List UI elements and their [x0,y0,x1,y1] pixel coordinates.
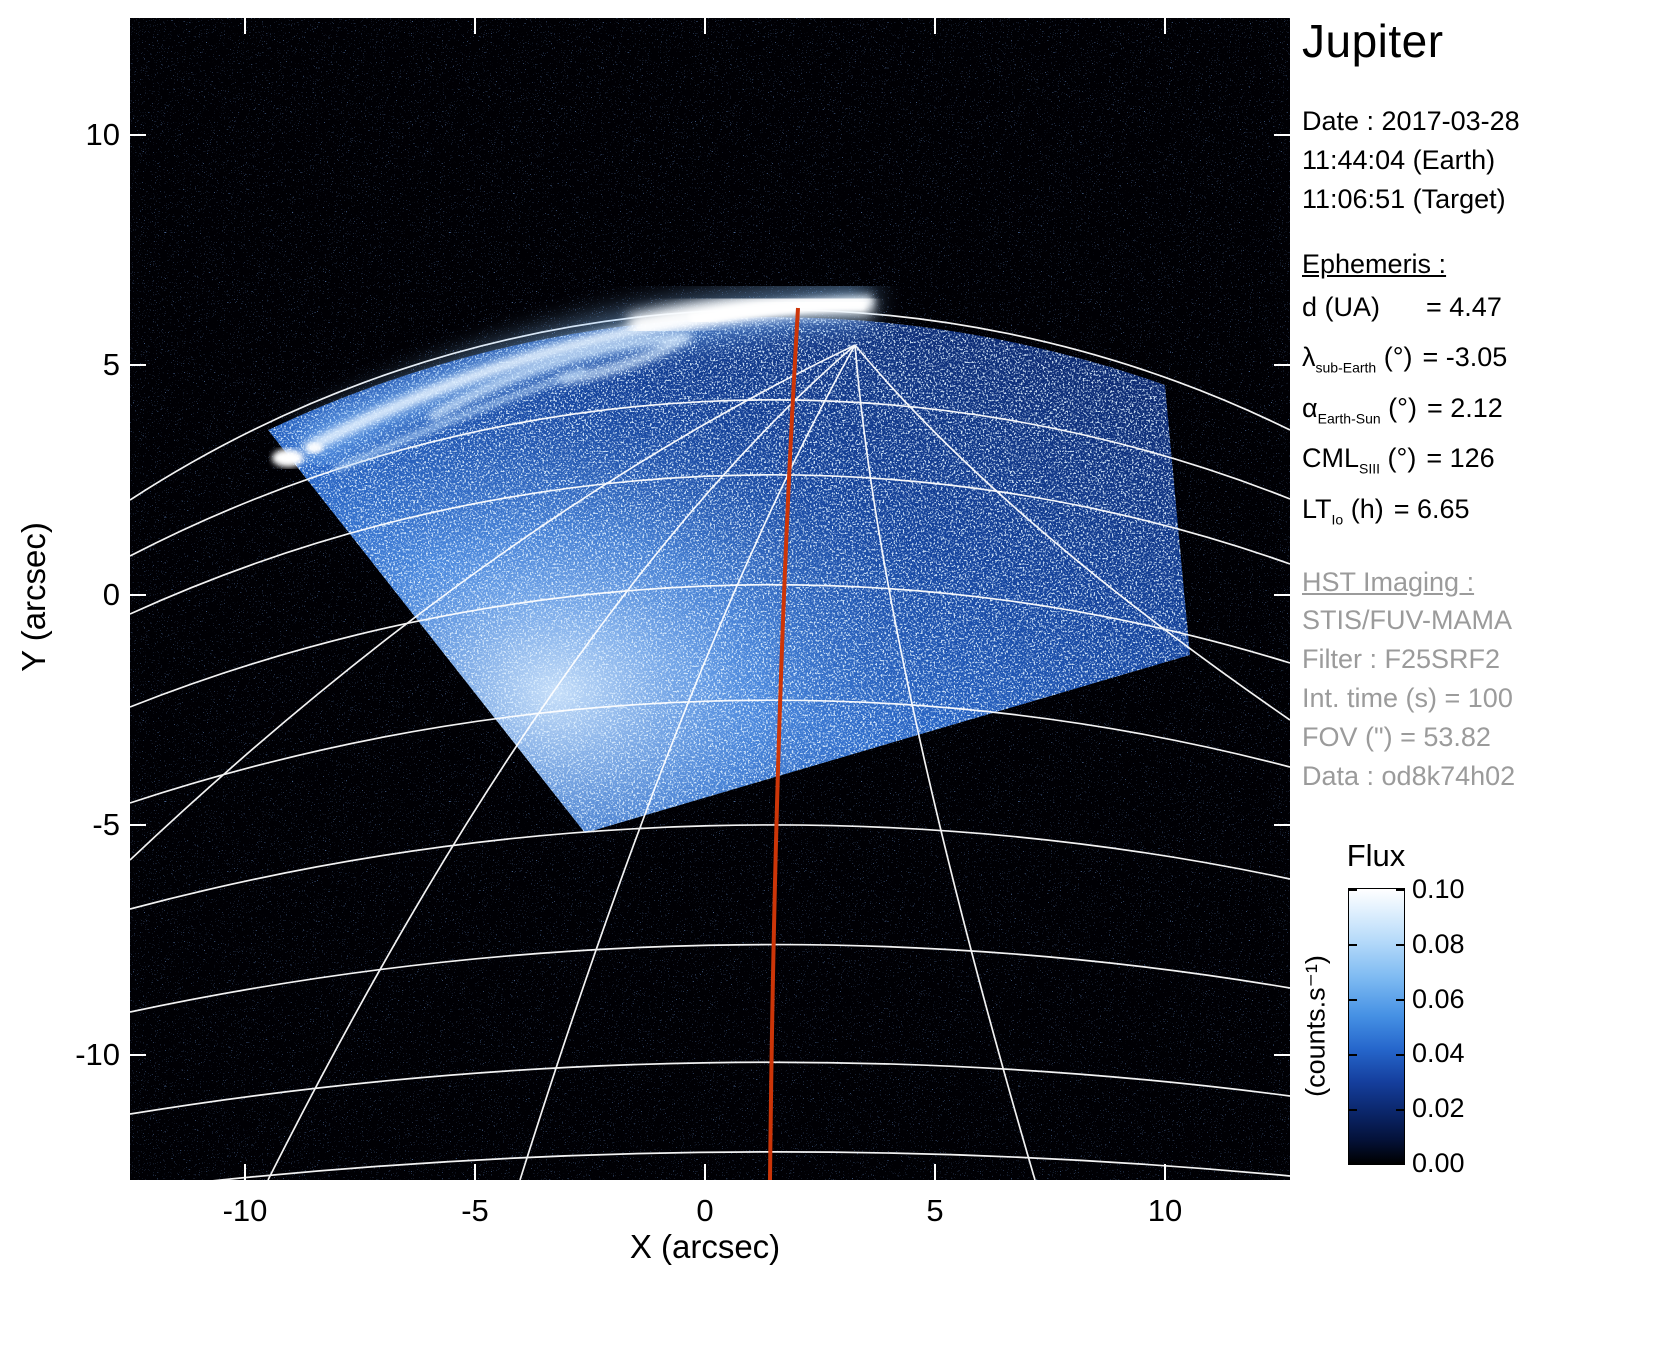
colorbar-tick-labels: 0.10 0.08 0.06 0.04 0.02 0.00 [1412,874,1465,1178]
x-tick-label: 10 [1147,1193,1183,1228]
observation-times: Date : 2017-03-28 11:44:04 (Earth) 11:06… [1302,102,1674,219]
x-tick-label: 0 [696,1193,714,1228]
plot-area [130,18,1290,1180]
ephemeris-heading: Ephemeris : [1302,249,1447,279]
colorbar-tick-label: 0.10 [1412,874,1465,904]
hst-instrument: STIS/FUV-MAMA [1302,604,1513,635]
hst-data-id: Data : od8k74h02 [1302,760,1516,791]
central-meridian-line [768,307,800,1180]
y-tick-label: 0 [102,577,120,612]
colorbar-unit-label: (counts.s⁻¹) [1300,955,1331,1097]
ephemeris-row: d (UA) = 4.47 [1302,292,1502,322]
colorbar-tick-label: 0.08 [1412,928,1465,959]
ephemeris-row: αEarth-Sun (°) = 2.12 [1302,392,1503,427]
x-axis-label: X (arcsec) [629,1228,781,1265]
hst-int-time: Int. time (s) = 100 [1302,682,1513,713]
axis-ticks [130,18,1290,1180]
ephemeris-row: λsub-Earth (°) = -3.05 [1302,342,1508,376]
hst-imaging-heading: HST Imaging : [1302,566,1475,597]
aurora [272,280,874,473]
io-footprint-spot [272,449,304,467]
colorbar-tick-label: 0.04 [1412,1038,1465,1069]
x-tick-label: -10 [222,1193,268,1228]
y-tick-label: -10 [75,1037,120,1072]
hst-fov: FOV (") = 53.82 [1302,721,1491,752]
jupiter-fuv-image [130,18,1290,1180]
hst-filter: Filter : F25SRF2 [1302,643,1501,674]
info-panel: Jupiter Date : 2017-03-28 11:44:04 (Eart… [1302,14,1674,796]
colorbar-tick-label: 0.00 [1412,1147,1465,1178]
colorbar-title: Flux [1346,838,1406,873]
y-tick-label: 5 [102,347,120,382]
figure-title: Jupiter [1302,15,1444,67]
hst-imaging-section: HST Imaging : STIS/FUV-MAMA Filter : F25… [1302,563,1674,796]
y-tick-label: 10 [85,117,120,152]
ephemeris-section: Ephemeris : d (UA) = 4.47 λsub-Earth (°) =… [1302,245,1674,539]
colorbar-tick-label: 0.02 [1412,1093,1465,1124]
y-tick-label: -5 [92,807,120,842]
target-time-line: 11:06:51 (Target) [1302,184,1506,214]
date-line: Date : 2017-03-28 [1302,106,1520,136]
x-tick-label: 5 [926,1193,944,1228]
earth-time-line: 11:44:04 (Earth) [1302,145,1496,175]
colorbar [1348,888,1405,1165]
ephemeris-row: LTIo (h) = 6.65 [1302,493,1470,527]
x-tick-label: -5 [461,1193,489,1228]
ephemeris-row: CMLSIII (°) = 126 [1302,443,1495,477]
colorbar-tick-label: 0.06 [1412,983,1465,1014]
